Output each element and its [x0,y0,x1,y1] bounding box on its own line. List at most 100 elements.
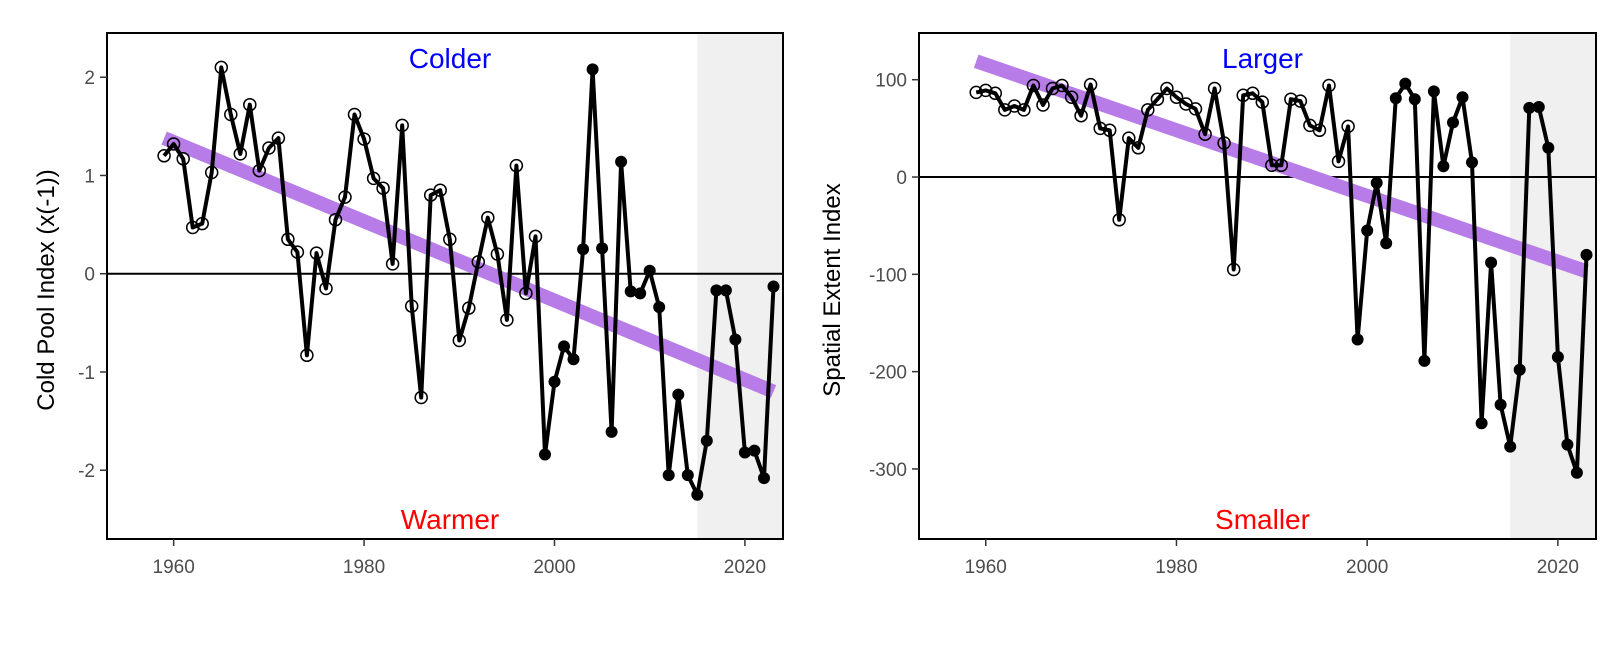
data-point [490,247,505,261]
data-point [1007,99,1022,113]
data-point [1141,103,1155,117]
data-point [271,131,286,145]
data-point [157,149,171,163]
series-markers [969,77,1593,479]
data-point [376,181,390,195]
x-axis: 1960 1980 2000 2020 [965,539,1579,578]
data-point [224,107,238,122]
data-point [1198,127,1212,141]
data-point [1331,154,1346,169]
x-tick-label: 1980 [343,557,385,578]
data-point [233,147,248,161]
data-point [528,229,543,244]
data-point [1466,156,1478,169]
data-point [1083,77,1098,92]
data-point [662,469,675,482]
y-axis-title: Spatial Extent Index [819,183,846,396]
data-point [729,333,742,346]
data-point [539,448,551,461]
data-point [1580,248,1593,261]
y-axis: 100 0 -100 -200 -300 [869,71,919,481]
x-tick-label: 2020 [724,557,766,578]
data-point [1265,158,1279,173]
data-point [176,152,190,166]
data-point [1475,417,1488,430]
trend-line [161,131,777,399]
data-point [672,388,685,401]
data-point [1504,440,1517,453]
data-point [748,444,761,457]
data-point [366,171,381,186]
x-tick-label: 1980 [1155,557,1197,578]
data-point [1561,438,1574,451]
data-point [1370,176,1383,189]
annotation-warmer: Warmer [401,504,500,535]
data-point [1045,81,1060,96]
data-point [1485,256,1498,269]
data-point [1418,354,1431,367]
data-point [290,245,305,259]
data-point [1236,88,1250,103]
data-point [1188,102,1203,116]
data-point [988,86,1003,101]
plot-border [918,32,1597,540]
data-point [1542,141,1555,154]
x-axis: 1960 1980 2000 2020 [153,539,766,578]
data-point [1494,398,1507,411]
data-point [634,287,647,300]
data-point [1389,92,1402,105]
data-point [1532,101,1545,113]
data-point [443,232,457,247]
plot-border [106,32,784,540]
data-point [1217,136,1231,150]
x-tick-label: 2020 [1537,557,1579,578]
data-point [309,246,324,260]
data-point [1169,90,1184,104]
data-point [319,281,333,296]
data-point [166,137,181,151]
data-point [1399,77,1412,90]
data-point [1437,160,1450,173]
data-point [978,83,993,98]
data-point [395,118,409,133]
data-point [185,220,200,235]
data-point [338,190,352,204]
annotation-colder: Colder [409,43,491,74]
data-point [462,301,476,315]
data-point [281,232,295,247]
data-point [328,212,343,227]
data-point [252,163,267,178]
data-point [767,280,780,293]
data-point [1274,158,1289,173]
series-markers [157,60,780,501]
data-point [1351,333,1364,346]
data-point [500,313,514,327]
data-point [1036,98,1050,112]
y-tick-label: 100 [875,71,907,92]
data-point [700,434,713,447]
data-point [596,242,609,255]
data-point [471,255,486,269]
data-point [300,348,314,363]
y-tick-label: 0 [896,168,907,189]
x-tick-label: 2000 [533,557,575,578]
y-tick-label: -100 [869,265,907,286]
cold-pool-index-panel: 1960 1980 2000 2020 -2 -1 0 1 2 Colder Warmer C… [33,32,784,578]
data-point [1570,466,1583,479]
data-point [719,284,732,297]
data-point [195,216,209,231]
data-point [691,488,704,501]
data-point [577,243,590,256]
data-point [653,301,666,314]
x-tick-label: 1960 [965,557,1007,578]
data-point [1064,90,1079,104]
data-point [548,375,561,388]
series-line [162,65,776,497]
y-tick-label: -2 [78,461,95,482]
data-point [1513,363,1526,376]
data-point [1341,119,1355,134]
data-point [433,183,447,197]
data-point [509,158,524,173]
data-point [414,390,428,405]
data-point [1122,131,1136,145]
